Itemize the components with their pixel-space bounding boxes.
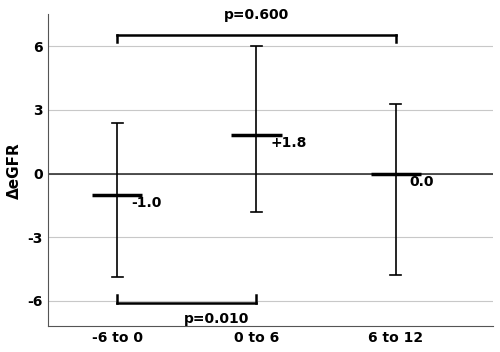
Text: 0.0: 0.0 <box>410 175 434 189</box>
Text: -1.0: -1.0 <box>131 196 162 210</box>
Text: p=0.600: p=0.600 <box>224 8 289 22</box>
Text: +1.8: +1.8 <box>270 137 307 150</box>
Text: p=0.010: p=0.010 <box>184 313 250 326</box>
Y-axis label: ΔeGFR: ΔeGFR <box>7 142 22 199</box>
